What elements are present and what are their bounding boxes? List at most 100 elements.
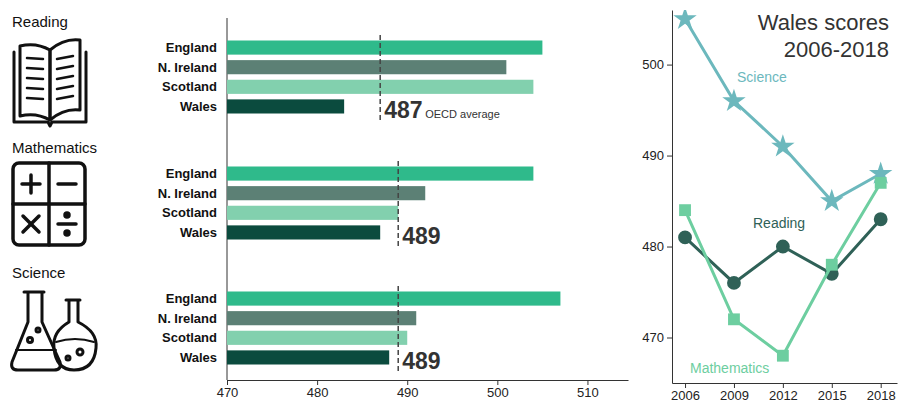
x-tick-label: 500	[487, 385, 509, 400]
bar	[227, 186, 425, 200]
panel-title: Mathematics	[12, 139, 97, 156]
series-marker	[826, 259, 838, 271]
series-marker	[722, 89, 745, 111]
reference-line	[397, 286, 399, 374]
y-tick-label: 470	[642, 330, 664, 345]
icon-math	[13, 163, 85, 245]
series-line	[685, 19, 881, 201]
category-label: N. Ireland	[158, 311, 217, 326]
bar	[227, 350, 389, 364]
x-tick-label: 490	[397, 385, 419, 400]
bars	[227, 166, 533, 239]
y-axis: 470 480 490 500	[642, 11, 672, 384]
x-tick: 2009	[720, 383, 749, 403]
series-marker	[777, 350, 789, 362]
category-label: Wales	[180, 225, 217, 240]
chart-canvas: Reading England N. Ireland Scotland Wales 487…	[0, 0, 907, 417]
x-tick: 490	[397, 380, 419, 400]
x-axis: 470 480 490 500 510	[217, 380, 629, 400]
bar	[227, 311, 416, 325]
reference-value: 487	[384, 97, 422, 123]
x-tick: 2018	[867, 383, 896, 403]
x-tick-label: 2018	[867, 388, 896, 403]
bar	[227, 291, 560, 305]
y-tick: 490	[642, 148, 672, 163]
category-label: Wales	[180, 99, 217, 114]
x-axis-line	[228, 380, 629, 381]
bars	[227, 291, 560, 364]
category-label: England	[166, 40, 217, 55]
series-marker	[678, 231, 692, 245]
category-label: Wales	[180, 350, 217, 365]
bar-panel: Reading England N. Ireland Scotland Wales 487…	[12, 13, 542, 126]
bar	[227, 166, 533, 180]
category-label: N. Ireland	[158, 186, 217, 201]
bar	[227, 60, 506, 74]
reference-label: OECD average	[425, 108, 500, 120]
bar	[227, 331, 407, 345]
series-marker	[727, 276, 741, 290]
bar	[227, 99, 344, 113]
x-tick: 500	[487, 380, 509, 400]
y-tick-mark	[667, 156, 672, 157]
x-tick-label: 2006	[671, 388, 700, 403]
series-marker	[771, 134, 794, 156]
category-label: Scotland	[162, 205, 217, 220]
x-axis: 2006 2009 2012 2015 2018	[671, 383, 897, 403]
reference-value: 489	[402, 223, 440, 249]
x-tick-label: 2015	[818, 388, 847, 403]
category-label: England	[166, 166, 217, 181]
y-tick: 480	[642, 239, 672, 254]
x-tick: 2012	[769, 383, 798, 403]
panel-title: Science	[12, 264, 65, 281]
y-tick-mark	[667, 247, 672, 248]
bar-panel: Science England N. Ireland Scotland Wales 489…	[12, 264, 629, 400]
x-tick: 2006	[671, 383, 700, 403]
reference-value: 489	[402, 348, 440, 374]
bar	[227, 225, 380, 239]
x-tick-label: 2012	[769, 388, 798, 403]
category-label: N. Ireland	[158, 60, 217, 75]
bar	[227, 40, 542, 54]
series-marker	[776, 240, 790, 254]
series-marker	[673, 10, 696, 29]
bar-panel: Mathematics England N. Ireland Scotland Wale…	[12, 139, 533, 249]
reference-line	[379, 35, 381, 123]
reference-line	[397, 161, 399, 249]
y-tick-label: 500	[642, 57, 664, 72]
x-axis-line	[673, 383, 898, 384]
series-marker	[875, 177, 887, 189]
category-label: England	[166, 291, 217, 306]
x-tick: 480	[307, 380, 329, 400]
x-tick: 2015	[818, 383, 847, 403]
y-tick-mark	[667, 338, 672, 339]
series-marker	[728, 313, 740, 325]
x-tick: 510	[577, 380, 599, 400]
y-axis-line	[672, 11, 673, 384]
category-label: Scotland	[162, 79, 217, 94]
chart-title: Wales scores2006-2018	[758, 10, 889, 62]
series-label: Reading	[753, 215, 805, 231]
series-marker	[679, 204, 691, 216]
bar	[227, 206, 398, 220]
x-tick-label: 480	[307, 385, 329, 400]
series-marker	[874, 212, 888, 226]
series-line	[685, 183, 881, 356]
x-tick-label: 2009	[720, 388, 749, 403]
y-tick-label: 480	[642, 239, 664, 254]
series-label: Mathematics	[690, 360, 769, 376]
series-label: Science	[737, 69, 787, 85]
y-tick-label: 490	[642, 148, 664, 163]
icon-book	[14, 40, 86, 126]
category-label: Scotland	[162, 330, 217, 345]
icon-flasks	[12, 292, 97, 370]
x-tick: 470	[217, 380, 239, 400]
y-tick: 500	[642, 57, 672, 72]
x-tick-label: 510	[577, 385, 599, 400]
plot-area	[673, 10, 892, 362]
y-tick-mark	[667, 65, 672, 66]
panel-title: Reading	[12, 13, 68, 30]
y-tick: 470	[642, 330, 672, 345]
line-chart: Wales scores2006-2018 2006 2009 2012 2015 201…	[642, 7, 897, 403]
x-tick-label: 470	[217, 385, 239, 400]
